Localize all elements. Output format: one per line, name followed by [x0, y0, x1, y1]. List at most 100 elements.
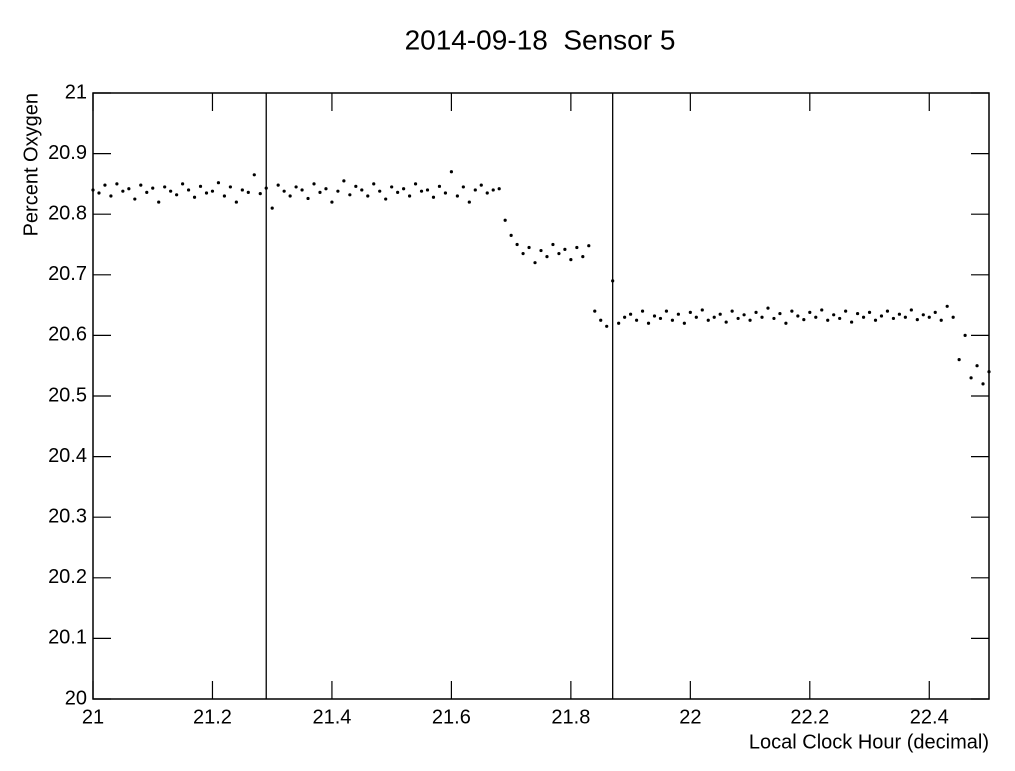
x-tick-label: 21: [82, 706, 104, 728]
point: [593, 309, 597, 313]
point: [449, 170, 453, 174]
x-tick-label: 22: [679, 706, 701, 728]
y-tick-label: 20.5: [48, 384, 87, 406]
point: [623, 315, 627, 319]
point: [467, 200, 471, 204]
point: [611, 279, 615, 283]
x-tick-label: 22.2: [790, 706, 829, 728]
point: [599, 318, 603, 322]
point: [246, 190, 250, 194]
point: [515, 242, 519, 247]
x-tick-label: 21.6: [432, 706, 471, 728]
point: [151, 186, 155, 190]
point: [629, 312, 633, 316]
point: [909, 308, 913, 312]
point: [581, 255, 585, 259]
point: [706, 318, 710, 322]
point: [826, 318, 830, 322]
point: [933, 310, 937, 314]
point: [198, 184, 203, 188]
point: [790, 309, 794, 313]
point: [975, 364, 979, 368]
point: [97, 191, 101, 195]
point: [820, 308, 824, 312]
point: [461, 185, 465, 189]
point: [969, 376, 973, 380]
point: [276, 183, 280, 187]
point: [348, 193, 352, 197]
point: [228, 185, 232, 189]
point: [294, 185, 298, 189]
point: [163, 185, 167, 189]
point: [175, 193, 179, 197]
point: [109, 194, 113, 198]
point: [473, 188, 477, 192]
point: [181, 182, 185, 186]
point: [282, 189, 286, 193]
point: [939, 318, 943, 322]
y-tick-label: 20.4: [48, 445, 87, 467]
point: [575, 245, 579, 250]
point: [891, 316, 896, 321]
point: [850, 320, 854, 324]
point: [288, 194, 292, 198]
point: [264, 186, 268, 190]
point: [240, 188, 244, 192]
point: [91, 188, 95, 192]
point: [139, 183, 143, 187]
point: [157, 200, 161, 204]
point: [754, 310, 758, 314]
point: [676, 312, 680, 316]
point: [103, 183, 107, 187]
point: [360, 188, 364, 192]
point: [748, 318, 752, 322]
point: [318, 190, 322, 194]
point: [121, 189, 125, 193]
point: [814, 315, 818, 319]
point: [503, 218, 507, 222]
point: [133, 197, 137, 201]
point: [832, 313, 836, 317]
point: [658, 316, 663, 321]
x-tick-label: 21.4: [312, 706, 351, 728]
point: [981, 382, 985, 386]
point: [485, 191, 489, 195]
point: [127, 187, 131, 191]
point: [778, 311, 782, 316]
point: [730, 309, 734, 313]
point: [945, 304, 949, 308]
y-tick-label: 20.1: [48, 627, 87, 649]
point: [712, 315, 716, 319]
point: [802, 318, 806, 322]
point: [796, 314, 800, 318]
point: [551, 242, 555, 247]
point: [670, 318, 675, 322]
point: [646, 321, 651, 325]
point: [384, 197, 388, 201]
point: [407, 194, 412, 198]
point: [652, 314, 657, 318]
point: [419, 189, 424, 193]
point: [915, 318, 919, 322]
point: [682, 321, 686, 325]
y-tick-label: 20: [65, 687, 87, 709]
point: [509, 233, 513, 238]
point: [724, 320, 728, 324]
point: [192, 195, 197, 199]
point: [186, 188, 191, 192]
point: [354, 184, 358, 188]
x-tick-label: 22.4: [910, 706, 949, 728]
point: [921, 313, 925, 317]
point: [903, 315, 907, 319]
point: [539, 248, 543, 253]
point: [617, 321, 621, 325]
point: [587, 244, 591, 248]
x-axis-label: Local Clock Hour (decimal): [749, 731, 989, 753]
point: [634, 318, 639, 322]
point: [766, 306, 770, 310]
point: [736, 316, 740, 321]
point: [396, 190, 400, 194]
point: [700, 308, 704, 312]
plot-frame: [92, 92, 990, 700]
